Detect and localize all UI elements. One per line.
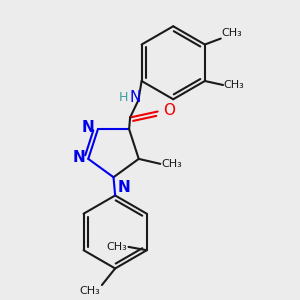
Text: CH₃: CH₃	[221, 28, 242, 38]
Text: N: N	[118, 180, 130, 195]
Text: N: N	[82, 120, 94, 135]
Text: H: H	[118, 91, 128, 104]
Text: CH₃: CH₃	[80, 286, 101, 296]
Text: CH₃: CH₃	[162, 159, 182, 169]
Text: CH₃: CH₃	[106, 242, 127, 252]
Text: O: O	[163, 103, 175, 118]
Text: N: N	[72, 150, 85, 165]
Text: CH₃: CH₃	[224, 80, 244, 90]
Text: N: N	[129, 90, 141, 105]
